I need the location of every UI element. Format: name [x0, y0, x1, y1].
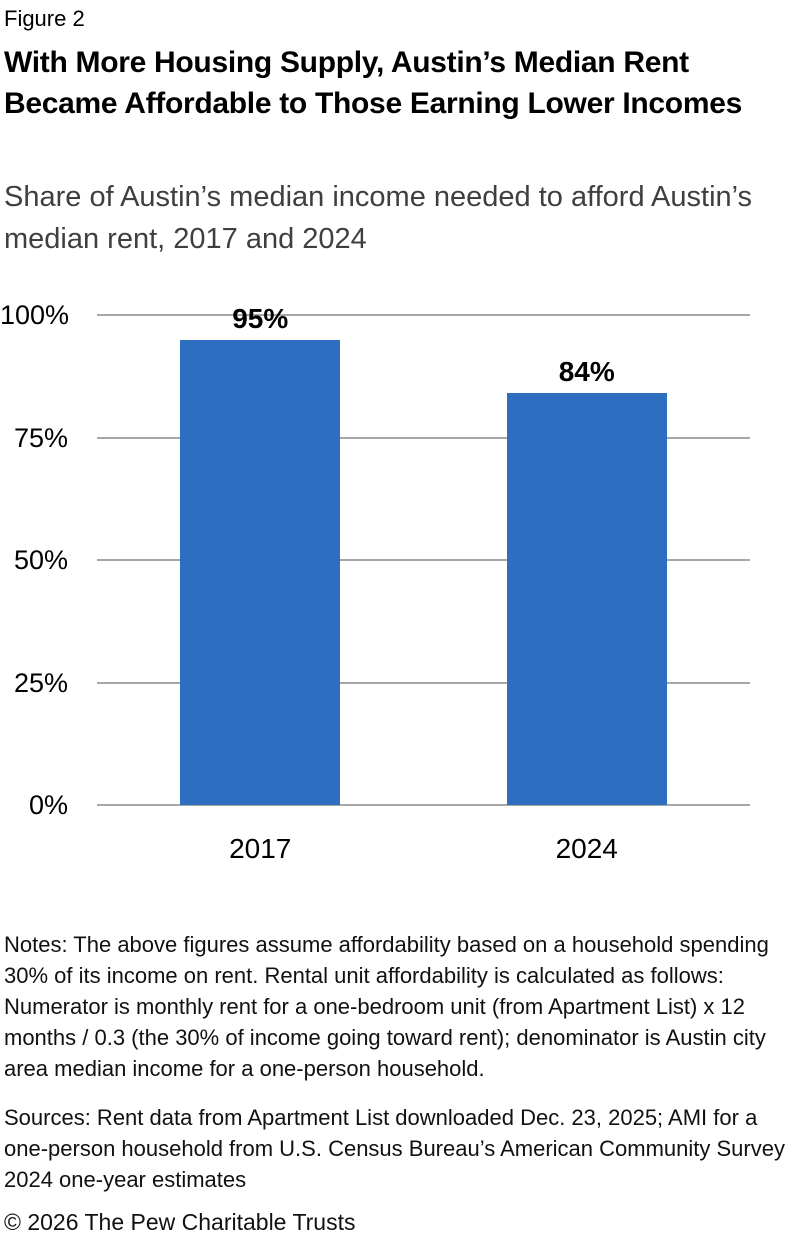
chart-sources: Sources: Rent data from Apartment List d… [4, 1105, 785, 1192]
gridline-0 [97, 804, 750, 806]
gridline-75 [97, 436, 750, 439]
chart-notes: Notes: The above figures assume affordab… [4, 932, 769, 1081]
bar-column-2024: 84% [506, 315, 667, 805]
gridline-50 [97, 559, 750, 561]
chart-title: With More Housing Supply, Austin’s Media… [4, 46, 742, 120]
gridline-25 [97, 681, 750, 684]
gridline-100 [97, 314, 750, 316]
bar-2024 [506, 393, 667, 805]
chart-subtitle: Share of Austin’s median income needed t… [4, 181, 753, 255]
y-tick-label-0: 0% [28, 790, 68, 820]
x-tick-label-2017: 2017 [229, 833, 292, 864]
bar-chart: 95% 84% 100% 75% 50% 25% 0% 2017 2024 [0, 300, 792, 880]
plot-area: 95% 84% [97, 303, 750, 806]
y-tick-label-25: 25% [13, 667, 68, 698]
bar-value-label-2024: 84% [558, 356, 615, 388]
x-tick-label-2024: 2024 [555, 833, 618, 864]
y-tick-label-75: 75% [13, 422, 68, 453]
copyright-line: © 2026 The Pew Charitable Trusts [4, 1209, 356, 1235]
bar-column-2017: 95% [180, 303, 341, 805]
bar-2017 [180, 339, 341, 805]
bar-value-label-2017: 95% [232, 302, 289, 334]
y-tick-label-100: 100% [0, 300, 70, 330]
figure-label: Figure 2 [4, 6, 85, 31]
y-tick-label-50: 50% [13, 545, 68, 575]
